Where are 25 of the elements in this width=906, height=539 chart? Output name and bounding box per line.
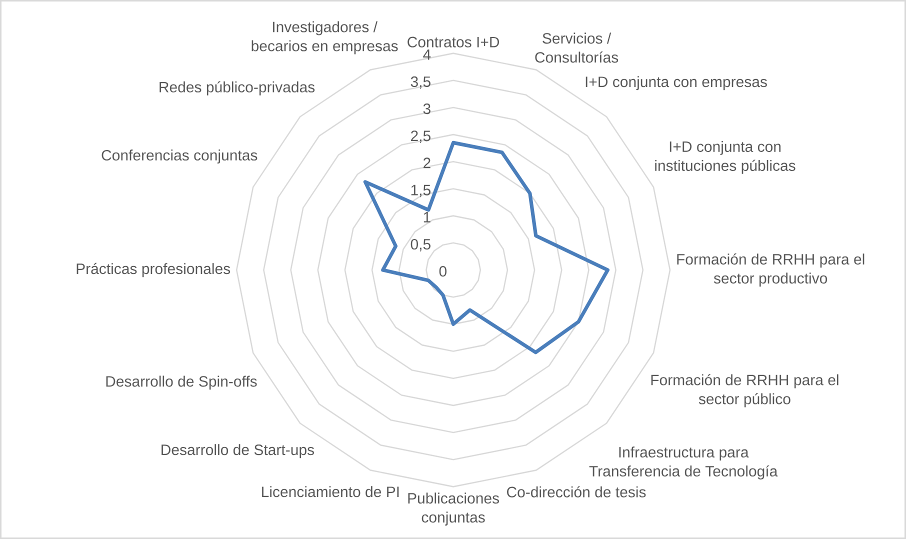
y-tick-label: 0 bbox=[439, 266, 447, 277]
spoke-label: Infraestructura para Transferencia de Tecnología bbox=[589, 446, 778, 480]
spoke-label: Licenciamiento de PI bbox=[262, 486, 399, 498]
spoke-label: Co-dirección de tesis bbox=[506, 486, 646, 498]
y-tick-label: 0,5 bbox=[410, 238, 430, 252]
spoke-label: Servicios / Consultorías bbox=[535, 32, 618, 63]
y-tick-label: 4 bbox=[423, 49, 431, 60]
spoke-label: Formación de RRHH para el sector público bbox=[651, 374, 838, 408]
y-tick-label: 1 bbox=[424, 212, 430, 222]
spoke-label: Formación de RRHH para el sector productivo bbox=[677, 253, 864, 287]
spoke-label: Desarrollo de Start-ups bbox=[162, 444, 314, 458]
spoke-label: Publicaciones conjuntas bbox=[408, 492, 500, 526]
spoke-label: Investigadores / becarios en empresas bbox=[252, 21, 398, 54]
y-tick-label: 1,5 bbox=[411, 184, 430, 198]
spoke-label: Redes público-privadas bbox=[160, 81, 315, 96]
y-tick-label: 2 bbox=[424, 158, 430, 168]
spoke-label: I+D conjunta con empresas bbox=[586, 76, 767, 90]
spoke-label: I+D conjunta con instituciones públicas bbox=[655, 140, 796, 174]
spoke-label: Conferencias conjuntas bbox=[102, 150, 258, 164]
spoke-label: Desarrollo de Spin-offs bbox=[106, 376, 257, 390]
y-tick-label: 3,5 bbox=[410, 76, 430, 89]
y-tick-label: 3 bbox=[423, 104, 430, 114]
y-tick-label: 2,5 bbox=[411, 130, 430, 143]
spoke-label: Contratos I+D bbox=[408, 36, 500, 48]
spoke-label: Prácticas profesionales bbox=[76, 262, 230, 278]
